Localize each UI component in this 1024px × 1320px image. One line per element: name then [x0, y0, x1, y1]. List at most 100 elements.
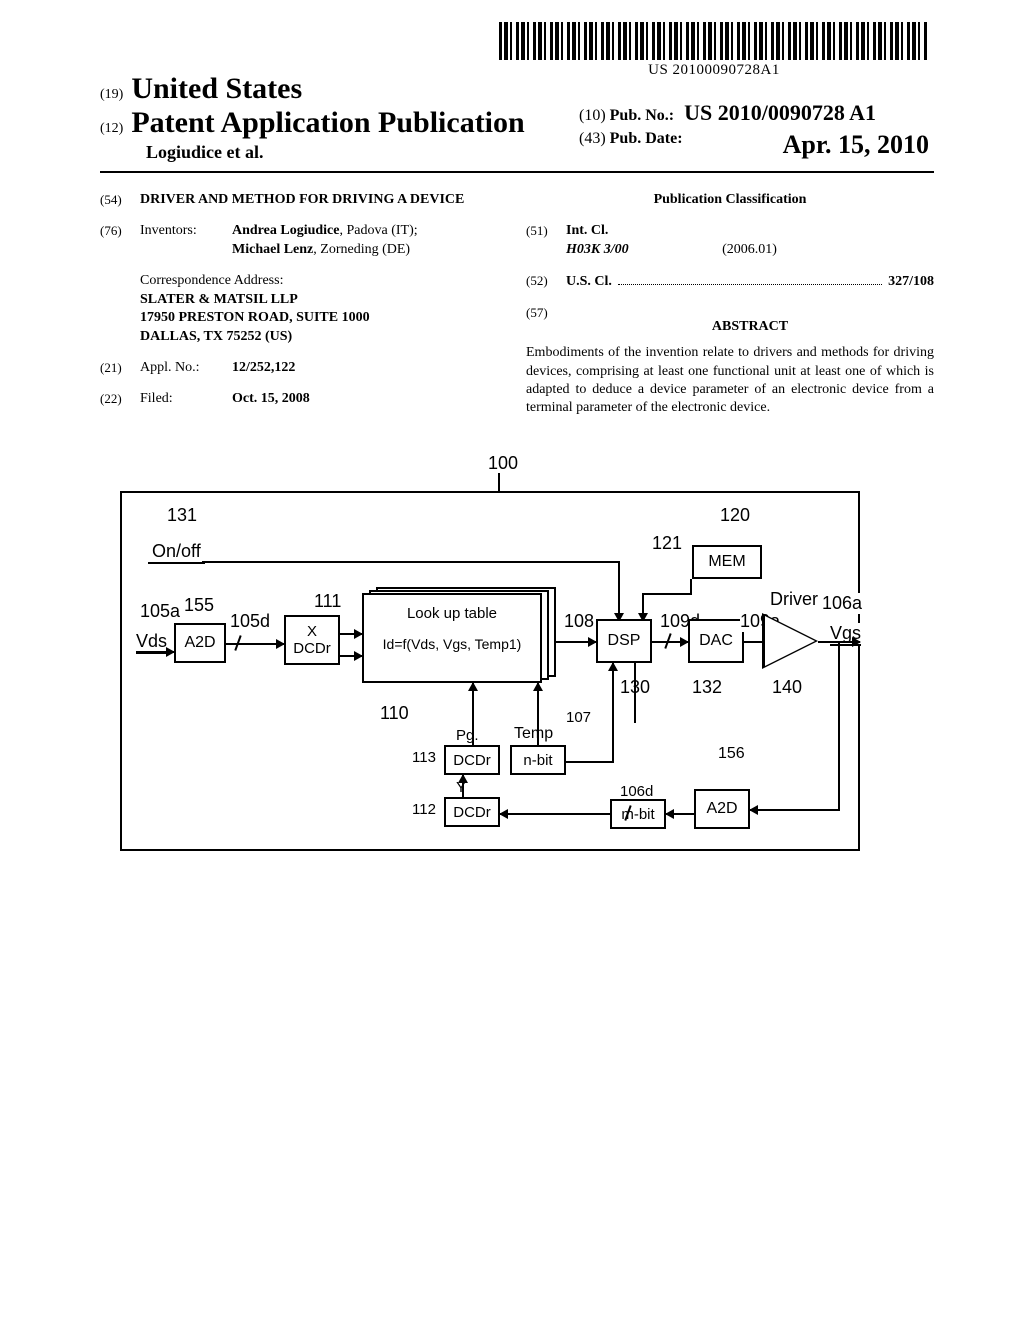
a2d-left-label: A2D: [184, 634, 215, 652]
header-right: (10) Pub. No.: US 2010/0090728 A1 (43) P…: [579, 100, 929, 160]
ref-156: 156: [718, 745, 745, 763]
lut-title: Look up table: [364, 605, 540, 622]
intcl-code: H03K 3/00: [566, 242, 629, 257]
a2d-to-xdcdr: [226, 643, 284, 645]
ref-121: 121: [652, 533, 682, 554]
abstract-label: ABSTRACT: [566, 318, 934, 337]
ref-105d: 105d: [230, 611, 270, 632]
uscl-dots: [618, 284, 882, 285]
pgdcdr-label: DCDr: [453, 752, 491, 769]
barcode-graphic: [499, 22, 929, 60]
abstract-text: Embodiments of the invention relate to d…: [526, 344, 934, 417]
publication-title: Patent Application Publication: [131, 106, 524, 140]
ydcdr-label: DCDr: [453, 804, 491, 821]
corr-name: SLATER & MATSIL LLP: [140, 292, 298, 307]
dsp-label: DSP: [608, 632, 641, 650]
uscl-val: 327/108: [888, 273, 934, 292]
num-52: (52): [526, 272, 566, 290]
pub-date: Apr. 15, 2010: [783, 130, 929, 160]
filed-date: Oct. 15, 2008: [232, 390, 508, 409]
ref-132: 132: [692, 677, 722, 698]
mem-label: MEM: [708, 553, 745, 571]
figure-1: 100 131 On/off 120 121 MEM 105a Vds A2D …: [100, 461, 934, 881]
driver-triangle: [762, 613, 818, 669]
right-column: Publication Classification (51) Int. Cl.…: [526, 191, 934, 421]
ref-107: 107: [566, 709, 591, 726]
mbit-to-ydcdr: [500, 813, 610, 815]
num-22: (22): [100, 390, 140, 409]
ref-131: 131: [167, 505, 197, 526]
nbit-to-dsp-h: [566, 761, 614, 763]
ref-105a: 105a: [140, 601, 180, 622]
nbit-up: [537, 683, 539, 745]
inventor-2-loc: , Zorneding (DE): [313, 242, 410, 257]
ref-106a: 106a: [822, 593, 862, 614]
inventors-value: Andrea Logiudice, Padova (IT); Michael L…: [232, 222, 508, 260]
corr-addr2: DALLAS, TX 75252 (US): [140, 329, 292, 344]
temp-label: Temp: [514, 725, 553, 743]
dsp-box: DSP: [596, 619, 652, 663]
xdcdr-label: DCDr: [293, 640, 331, 657]
pub-no-label: Pub. No.:: [610, 107, 674, 124]
num-51: (51): [526, 222, 566, 260]
appl-label: Appl. No.:: [140, 359, 232, 378]
pgdcdr-to-lut: [472, 683, 474, 745]
ref-100: 100: [488, 453, 518, 474]
inventor-1: Andrea Logiudice: [232, 223, 339, 238]
ref-140: 140: [772, 677, 802, 698]
pg-dcdr-box: DCDr: [444, 745, 500, 775]
ref-110: 110: [380, 703, 409, 724]
num-76: (76): [100, 222, 140, 260]
num-43: (43): [579, 130, 606, 147]
barcode-text: US 20100090728A1: [499, 62, 929, 79]
num-54: (54): [100, 191, 140, 210]
ref-100-leader: [498, 473, 500, 491]
ref-112: 112: [412, 801, 436, 818]
inventor-1-loc: , Padova (IT);: [339, 223, 417, 238]
ref-120: 120: [720, 505, 750, 526]
ref-155: 155: [184, 595, 214, 616]
onoff-label: On/off: [148, 541, 205, 564]
lut-eq: Id=f(Vds, Vgs, Temp1): [364, 636, 540, 652]
int-cl: Int. Cl. H03K 3/00 (2006.01): [566, 222, 934, 260]
ydcdr-up: [462, 775, 464, 797]
lut-to-dsp: [556, 641, 596, 643]
circuit-box: 131 On/off 120 121 MEM 105a Vds A2D 155 …: [120, 491, 860, 851]
header: (19) United States (12) Patent Applicati…: [100, 72, 934, 163]
biblio-columns: (54) DRIVER AND METHOD FOR DRIVING A DEV…: [100, 191, 934, 421]
vds-arrow: [136, 651, 174, 653]
appl-no: 12/252,122: [232, 359, 508, 378]
corr-label: Correspondence Address:: [140, 273, 283, 288]
ref-106d: 106d: [620, 783, 653, 800]
header-divider: [100, 171, 934, 173]
mem-to-dsp-h: [642, 593, 692, 595]
num-21: (21): [100, 359, 140, 378]
intcl-label: Int. Cl.: [566, 223, 608, 238]
nbit-label: n-bit: [523, 752, 552, 769]
correspondence: Correspondence Address: SLATER & MATSIL …: [140, 272, 508, 348]
xdcdr-to-lut-2: [340, 655, 362, 657]
pg-label: Pg.: [456, 727, 479, 744]
onoff-to-dsp: [618, 561, 620, 621]
pub-date-label: Pub. Date:: [610, 130, 683, 147]
inventors-label: Inventors:: [140, 222, 232, 260]
pub-class-title: Publication Classification: [526, 191, 934, 210]
invention-title: DRIVER AND METHOD FOR DRIVING A DEVICE: [140, 191, 464, 210]
feedback-v: [838, 641, 840, 811]
feedback-in: [750, 809, 840, 811]
driver-label: Driver: [770, 589, 818, 610]
filed-label: Filed:: [140, 390, 232, 409]
ref-111: 111: [314, 591, 341, 612]
a2d-to-mbit: [666, 813, 694, 815]
xdcdr-box: X DCDr: [284, 615, 340, 665]
a2d-right-box: A2D: [694, 789, 750, 829]
xdcdr-to-lut-1: [340, 633, 362, 635]
barcode-block: US 20100090728A1: [499, 22, 929, 79]
uscl-label: U.S. Cl.: [566, 273, 612, 292]
intcl-year: (2006.01): [722, 242, 777, 257]
num-19: (19): [100, 87, 123, 103]
mem-leader: [642, 593, 644, 621]
left-column: (54) DRIVER AND METHOD FOR DRIVING A DEV…: [100, 191, 508, 421]
num-10: (10): [579, 107, 606, 124]
y-dcdr-box: DCDr: [444, 797, 500, 827]
